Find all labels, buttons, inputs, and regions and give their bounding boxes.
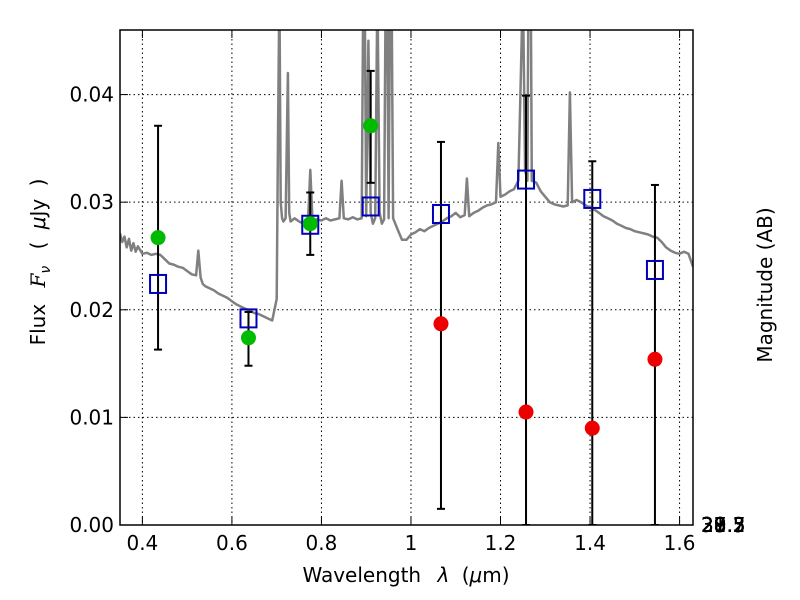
x-tick-label: 0.4 xyxy=(126,531,158,555)
x-axis-unit-mu: μ xyxy=(469,563,483,587)
model-square-marker xyxy=(583,188,602,209)
spectrum-line xyxy=(120,30,693,322)
upper-limit-point xyxy=(433,316,449,332)
detected-point xyxy=(302,216,318,232)
model-square-marker xyxy=(645,259,664,280)
ticks: 0.4 0.6 0.8 1 1.2 1.4 1.6 0.00 0.01 0.02 0.03 0.04 2… xyxy=(69,30,746,555)
detected-point xyxy=(150,230,166,246)
y2-tick-label: 29 xyxy=(701,513,726,537)
x-axis-symbol: λ xyxy=(436,563,449,587)
y2-tick-label: 30 xyxy=(701,513,726,537)
model-square-marker xyxy=(149,273,168,294)
detected-point xyxy=(240,330,256,346)
y-tick-label: 0.03 xyxy=(69,190,114,214)
y2-axis-title: Magnitude (AB) xyxy=(753,207,777,362)
y-axis-subscript: ν xyxy=(38,266,54,274)
model-square-marker xyxy=(361,196,380,217)
y-axis-unit-mu: μ xyxy=(26,216,50,230)
x-tick-label: 1.4 xyxy=(574,531,606,555)
x-axis-label: Wavelength xyxy=(302,563,421,587)
plot-area xyxy=(120,30,693,525)
model-square-marker xyxy=(239,308,258,329)
upper-limit-point xyxy=(518,404,534,420)
y2-tick-label: 27.5 xyxy=(701,513,746,537)
y2-tick-label: 29.5 xyxy=(701,513,746,537)
model-square-marker xyxy=(431,204,450,225)
y-tick-label: 0.00 xyxy=(69,513,114,537)
x-tick-label: 0.8 xyxy=(306,531,338,555)
plot-frame xyxy=(119,29,694,526)
model-square-marker xyxy=(301,214,320,235)
y2-tick-label: 28.2 xyxy=(701,513,746,537)
y-tick-label: 0.01 xyxy=(69,405,114,429)
y-axis-unit-text: Jy xyxy=(26,199,50,219)
plot-background xyxy=(120,30,693,525)
x-tick-label: 1 xyxy=(405,531,418,555)
upper-limit-point xyxy=(647,351,663,367)
x-axis-title: Wavelength λ (μm) xyxy=(302,563,509,587)
y2-tick-label: 27.7 xyxy=(701,513,746,537)
y2-tick-label: 28 xyxy=(701,513,726,537)
x-axis-unit-open: ( xyxy=(462,563,470,587)
y-axis-title: Flux Fν ( μJy ) xyxy=(26,179,55,346)
y-tick-label: 0.02 xyxy=(69,298,114,322)
y-axis-unit-open: ( xyxy=(26,242,50,250)
detected-point xyxy=(363,118,379,134)
y-tick-label: 0.04 xyxy=(69,83,114,107)
y2-tick-label: 27.3 xyxy=(701,513,746,537)
y-axis-unit-close: ) xyxy=(26,179,50,187)
x-tick-label: 1.2 xyxy=(485,531,517,555)
model-square-marker xyxy=(517,169,536,190)
y-axis-label: Flux xyxy=(26,304,50,346)
x-tick-label: 1.6 xyxy=(664,531,696,555)
upper-limit-point xyxy=(584,420,600,436)
x-tick-label: 0.6 xyxy=(216,531,248,555)
x-axis-unit-rest: m) xyxy=(482,563,509,587)
y2-tick-label: 28.5 xyxy=(701,513,746,537)
y2-tick-label: 31 xyxy=(701,513,726,537)
y-axis-symbol: F xyxy=(26,272,50,288)
